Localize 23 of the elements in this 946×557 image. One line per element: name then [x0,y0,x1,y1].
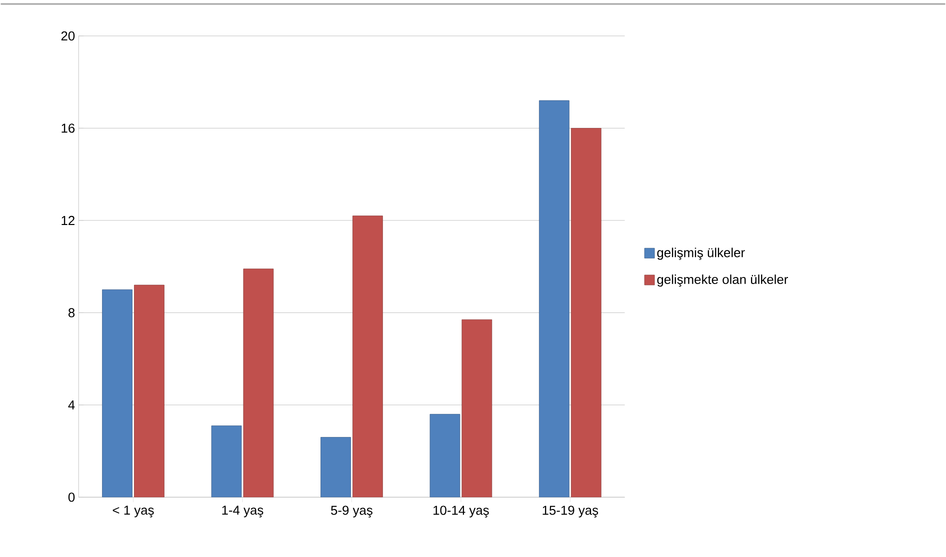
bar [243,268,274,498]
legend-label: gelişmiş ülkeler [657,248,745,260]
bar [570,128,602,498]
bar [539,100,570,498]
y-tick-label: 0 [68,492,75,502]
y-tick-label: 12 [62,216,74,225]
y-tick-label: 16 [62,124,75,133]
bar [320,436,351,498]
bar [462,319,492,498]
bar [430,414,460,498]
x-tick-label: 1-4 yaş [222,506,264,518]
y-tick-label: 8 [68,308,75,318]
x-tick-label: 5-9 yaş [331,506,372,518]
y-tick-label: 20 [61,31,75,40]
x-tick-label: 15-19 yaş [542,506,598,518]
x-tick-label: 10-14 yaş [434,506,489,518]
bar [352,216,383,498]
y-tick-label: 4 [68,400,75,410]
legend-label: gelişmekte olan ülkeler [657,274,788,287]
bar [102,289,132,498]
bar [211,425,242,498]
x-tick-label: < 1 yaş [112,506,154,518]
bar [134,284,164,498]
